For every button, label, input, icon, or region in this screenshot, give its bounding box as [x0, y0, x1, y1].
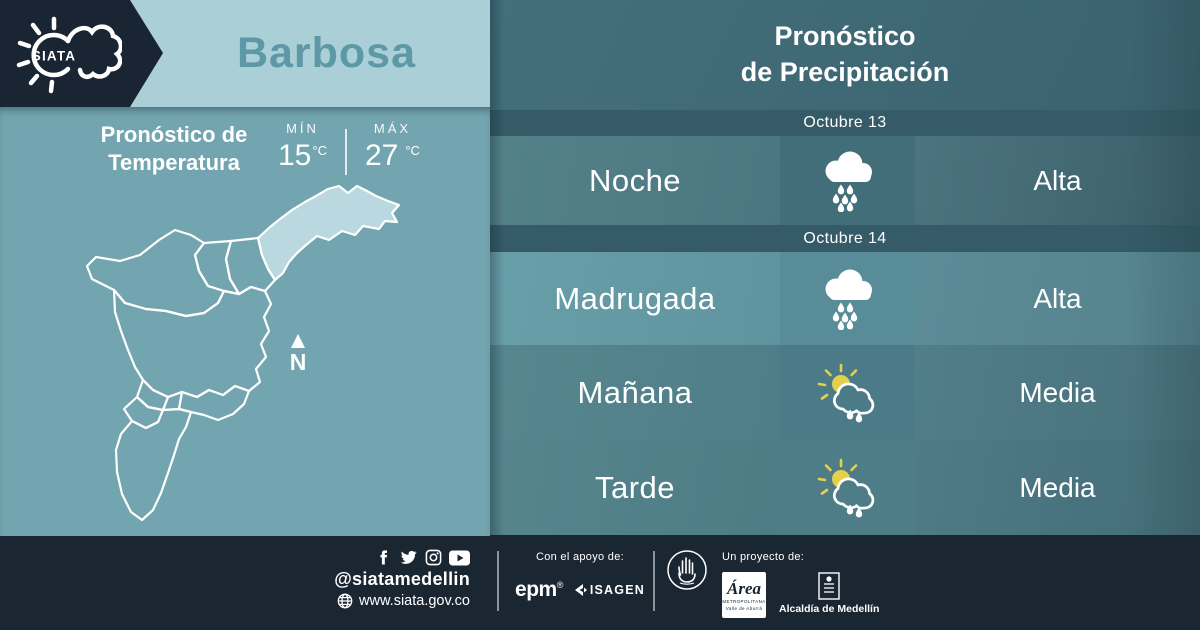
temperature-forecast: Pronóstico de Temperatura MÍN 15°C MÁX 2… [88, 121, 420, 176]
municipality-map: N [85, 184, 401, 522]
rain-cloud-icon [780, 136, 915, 225]
globe-icon [337, 593, 353, 609]
footer-divider [653, 551, 655, 611]
min-value: 15°C [278, 139, 327, 172]
social-block: @siatamedellin www.siata.gov.co [334, 549, 470, 609]
footer-divider [497, 551, 499, 611]
map-region [114, 407, 193, 522]
max-value: 27 °C [364, 139, 420, 172]
hand-emblem-logo [667, 550, 707, 590]
twitter-icon[interactable] [399, 549, 418, 566]
precipitation-level: Media [915, 345, 1200, 440]
precipitation-level: Alta [915, 136, 1200, 225]
min-max-divider [344, 129, 347, 175]
support-logos: epm® ISAGEN [510, 578, 650, 602]
website-url[interactable]: www.siata.gov.co [359, 593, 470, 609]
footer: @siatamedellin www.siata.gov.co Con el a… [0, 536, 1200, 630]
siata-logo-block: SIATA [0, 0, 163, 107]
siata-logo-text: SIATA [32, 48, 77, 63]
social-icons [375, 549, 470, 566]
temperature-max: MÁX 27 °C [365, 121, 420, 173]
isagen-mark-icon [574, 584, 587, 596]
period-label: Tarde [490, 440, 780, 535]
precipitation-title: Pronóstico de Precipitación [490, 0, 1200, 110]
sun-rain-cloud-icon [780, 440, 915, 535]
support-label: Con el apoyo de: [536, 551, 624, 563]
precipitation-panel: Pronóstico de Precipitación Octubre 13 N… [490, 0, 1200, 536]
instagram-icon[interactable] [425, 549, 442, 566]
temperature-min: MÍN 15°C [278, 121, 327, 173]
support-block: Con el apoyo de: epm® ISAGEN [510, 551, 650, 602]
date-strip: Octubre 13 [490, 110, 1200, 136]
precipitation-level: Alta [915, 252, 1200, 345]
alcaldia-medellin-logo: Alcaldía de Medellín [779, 572, 879, 615]
north-arrow-icon: N [290, 334, 307, 375]
project-label: Un proyecto de: [722, 551, 805, 563]
map-region [112, 285, 273, 399]
map-region-highlighted [256, 184, 401, 282]
alcaldia-emblem-icon [818, 572, 840, 600]
epm-logo: epm® [515, 578, 563, 601]
date-strip: Octubre 14 [490, 225, 1200, 252]
north-label: N [290, 349, 307, 375]
siata-sun-cloud-icon: SIATA [16, 16, 122, 93]
precipitation-level: Media [915, 440, 1200, 535]
project-logos: Área METROPOLITANA Valle de Aburrá [722, 572, 879, 618]
min-label: MÍN [286, 121, 319, 136]
website-row: www.siata.gov.co [337, 593, 470, 609]
max-label: MÁX [373, 121, 412, 136]
project-block: Un proyecto de: Área METROPOLITANA Valle… [722, 551, 879, 618]
forecast-row: Madrugada Alta [490, 252, 1200, 345]
social-handle[interactable]: @siatamedellin [334, 569, 470, 589]
youtube-icon[interactable] [449, 550, 470, 566]
page-title: Barbosa [236, 29, 417, 77]
forecast-row: Noche Alta [490, 136, 1200, 225]
period-label: Mañana [490, 345, 780, 440]
temperature-map-panel: Pronóstico de Temperatura MÍN 15°C MÁX 2… [0, 107, 490, 536]
sun-rain-cloud-icon [780, 345, 915, 440]
rain-cloud-icon [780, 252, 915, 345]
map-region [135, 378, 170, 412]
period-label: Noche [490, 136, 780, 225]
isagen-logo: ISAGEN [573, 583, 645, 597]
map-region [85, 228, 226, 318]
area-metropolitana-logo: Área METROPOLITANA Valle de Aburrá [722, 572, 766, 618]
facebook-icon[interactable] [375, 549, 392, 566]
period-label: Madrugada [490, 252, 780, 345]
forecast-row: Mañana [490, 345, 1200, 440]
temperature-title: Pronóstico de Temperatura [100, 122, 248, 175]
map-region [193, 239, 241, 296]
forecast-row: Tarde [490, 440, 1200, 535]
